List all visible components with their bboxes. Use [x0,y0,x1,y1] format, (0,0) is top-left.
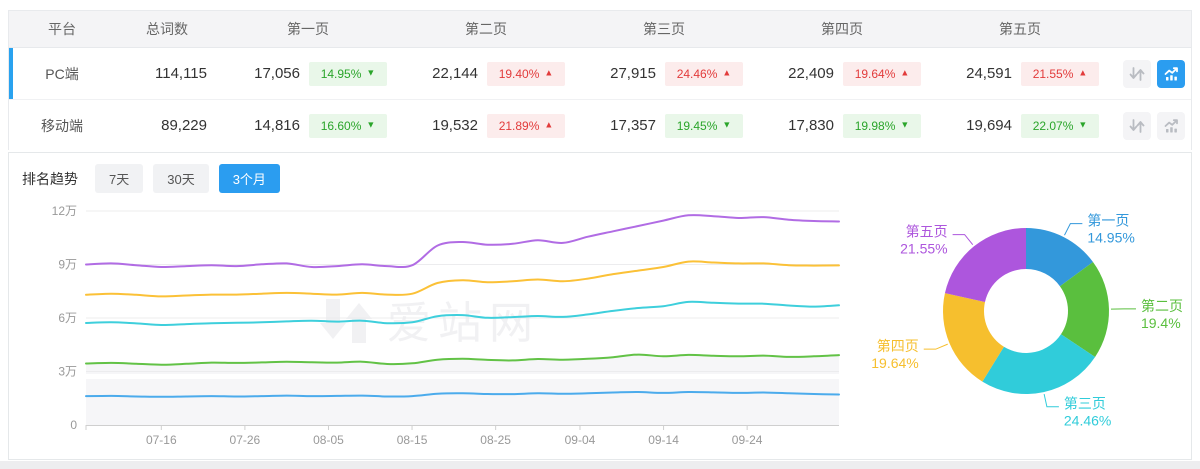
sort-arrows-icon[interactable] [1123,111,1151,140]
percent-badge: 19.98% ▼ [843,113,921,138]
page5-cell: 24,591 21.55% ▲ [931,61,1109,86]
page2-cell: 22,144 19.40% ▲ [397,61,575,86]
table-row-mobile[interactable]: 移动端 89,229 14,816 16.60% ▼ 19,532 21.89% ▲… [9,100,1191,151]
page5-cell: 19,694 22.07% ▼ [931,113,1109,138]
svg-text:12万: 12万 [52,204,77,218]
svg-text:3万: 3万 [58,365,77,379]
percent-badge: 21.55% ▲ [1021,61,1099,86]
page3-cell: 27,915 24.46% ▲ [575,61,753,86]
page-count: 19,694 [966,117,1012,134]
trend-arrow-icon: ▲ [544,67,554,78]
page4-cell: 22,409 19.64% ▲ [753,61,931,86]
svg-text:0: 0 [70,418,77,432]
table-row-pc[interactable]: PC端 114,115 17,056 14.95% ▼ 22,144 19.40%… [9,48,1191,100]
percent-badge: 19.64% ▲ [843,61,921,86]
sort-arrows-icon[interactable] [1123,59,1151,88]
total-words: 89,229 [161,117,207,134]
page4-cell: 17,830 19.98% ▼ [753,113,931,138]
percent-badge: 16.60% ▼ [309,113,387,138]
page1-cell: 14,816 16.60% ▼ [219,113,397,138]
percent-badge: 22.07% ▼ [1021,113,1099,138]
trend-chart-icon[interactable] [1157,111,1185,140]
trend-arrow-icon: ▲ [722,67,732,78]
keyword-table: 平台 总词数 第一页 第二页 第三页 第四页 第五页 PC端 114,115 1… [8,10,1192,151]
platform-label: 移动端 [41,117,83,134]
page-count: 14,816 [254,117,300,134]
svg-text:09-04: 09-04 [565,433,596,447]
svg-text:爱站网: 爱站网 [387,299,540,348]
page-background-strip [0,461,1200,469]
page2-cell: 19,532 21.89% ▲ [397,113,575,138]
page1-cell: 17,056 14.95% ▼ [219,61,397,86]
svg-text:08-05: 08-05 [313,433,344,447]
svg-text:09-14: 09-14 [648,433,679,447]
svg-text:07-16: 07-16 [146,433,177,447]
page-count: 27,915 [610,65,656,82]
page-count: 22,409 [788,65,834,82]
page-count: 17,357 [610,117,656,134]
svg-text:07-26: 07-26 [230,433,261,447]
trend-arrow-icon: ▲ [1078,67,1088,78]
percent-badge: 19.45% ▼ [665,113,743,138]
trend-arrow-icon: ▼ [366,67,376,78]
svg-text:9万: 9万 [58,258,77,272]
svg-text:08-15: 08-15 [397,433,428,447]
trend-header: 排名趋势 7天 30天 3个月 [9,153,1191,193]
trend-arrow-icon: ▼ [722,119,732,130]
trend-panel: 排名趋势 7天 30天 3个月 爱站网 07-16 07-26 08-05 08-15 0… [8,152,1192,460]
trend-arrow-icon: ▼ [366,119,376,130]
page3-cell: 17,357 19.45% ▼ [575,113,753,138]
percent-badge: 14.95% ▼ [309,61,387,86]
table-header: 平台 总词数 第一页 第二页 第三页 第四页 第五页 [9,11,1191,48]
svg-text:6万: 6万 [58,311,77,325]
col-header-platform: 平台 [48,21,76,37]
trend-arrow-icon: ▼ [900,119,910,130]
page-count: 24,591 [966,65,1012,82]
page-distribution-donut-chart[interactable]: 第一页 14.95% 第二页 19.4% 第三页 24.46% 第四页 19.64% 第五页 21… [861,153,1191,461]
col-header-page3: 第三页 [643,21,685,37]
percent-badge: 24.46% ▲ [665,61,743,86]
tab-7-days[interactable]: 7天 [95,164,144,193]
trend-arrow-icon: ▼ [1078,119,1088,130]
row-actions [1109,59,1191,88]
svg-text:08-25: 08-25 [480,433,511,447]
col-header-page4: 第四页 [821,21,863,37]
percent-badge: 21.89% ▲ [487,113,565,138]
trend-chart-icon[interactable] [1157,59,1185,88]
tab-30-days[interactable]: 30天 [153,164,209,193]
col-header-page2: 第二页 [465,21,507,37]
svg-text:09-24: 09-24 [732,433,763,447]
page-count: 17,056 [254,65,300,82]
percent-badge: 19.40% ▲ [487,61,565,86]
total-words: 114,115 [155,65,207,82]
trend-arrow-icon: ▲ [900,67,910,78]
col-header-page1: 第一页 [287,21,329,37]
row-actions [1109,111,1191,140]
col-header-page5: 第五页 [999,21,1041,37]
page-count: 19,532 [432,117,478,134]
page-count: 17,830 [788,117,834,134]
page-count: 22,144 [432,65,478,82]
trend-title: 排名趋势 [22,170,78,187]
trend-arrow-icon: ▲ [544,119,554,130]
platform-label: PC端 [45,65,79,82]
col-header-total: 总词数 [146,21,188,37]
tab-3-months[interactable]: 3个月 [218,164,280,193]
